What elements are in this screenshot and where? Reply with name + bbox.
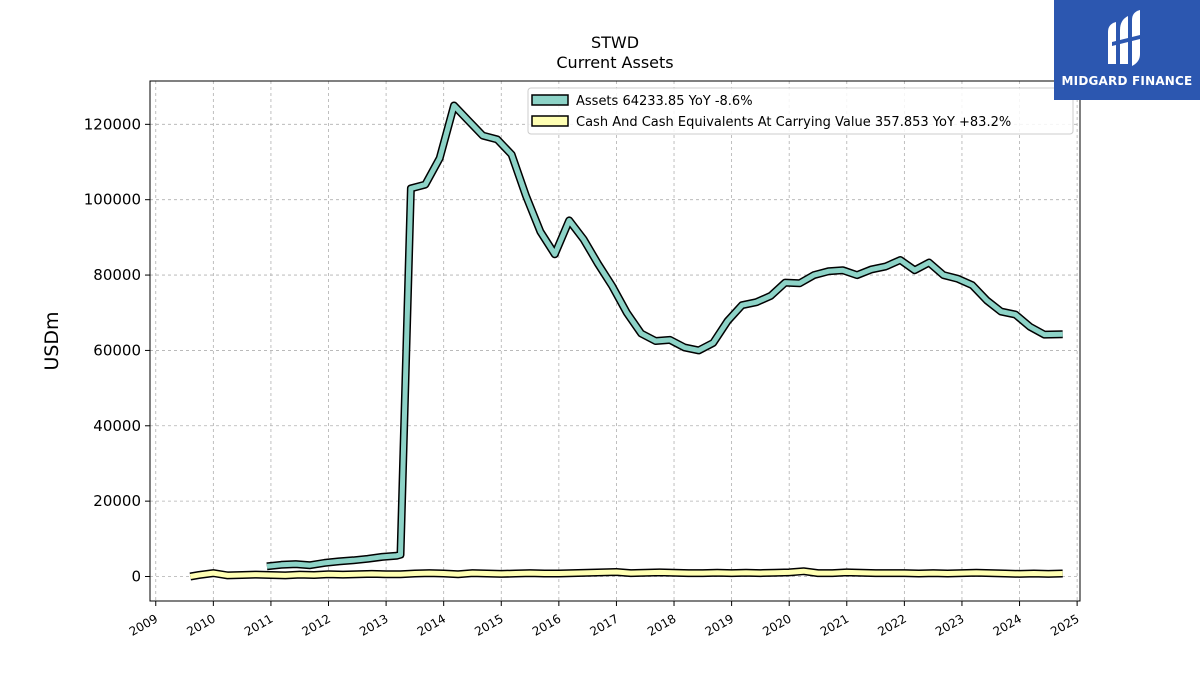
legend-swatch xyxy=(531,115,569,127)
logo-text: MIDGARD FINANCE xyxy=(1061,74,1193,88)
y-tick-label: 100000 xyxy=(84,191,141,209)
y-tick-label: 20000 xyxy=(93,492,141,510)
legend: Assets 64233.85 YoY -8.6% Cash And Cash E… xyxy=(527,87,1074,135)
series-1-line xyxy=(189,568,1063,579)
axis-ticks: 2009 2010 2011 2012 2013 2014 2015 2016 2017 2018… xyxy=(84,115,1082,639)
x-tick-label: 2017 xyxy=(587,611,620,638)
x-tick-label: 2011 xyxy=(242,611,275,638)
x-tick-label: 2024 xyxy=(991,611,1024,638)
y-tick-label: 60000 xyxy=(93,341,141,359)
grid xyxy=(150,81,1080,601)
y-tick-label: 80000 xyxy=(93,266,141,284)
legend-label: Cash And Cash Equivalents At Carrying Va… xyxy=(576,115,1011,130)
x-tick-label: 2009 xyxy=(127,611,160,638)
series-layer xyxy=(189,101,1063,581)
x-tick-label: 2019 xyxy=(703,611,736,638)
y-axis-label: USDm xyxy=(41,311,63,370)
x-tick-label: 2013 xyxy=(357,611,390,638)
x-tick-label: 2025 xyxy=(1048,611,1081,638)
x-tick-label: 2014 xyxy=(415,611,448,638)
x-tick-label: 2016 xyxy=(530,611,563,638)
y-tick-label: 0 xyxy=(131,568,141,586)
x-tick-label: 2012 xyxy=(300,611,333,638)
x-tick-label: 2020 xyxy=(760,611,793,638)
chart-title: STWD xyxy=(591,33,639,52)
series-0-line xyxy=(266,103,1063,569)
x-tick-label: 2023 xyxy=(933,611,966,638)
y-tick-label: 120000 xyxy=(84,115,141,133)
y-tick-label: 40000 xyxy=(93,417,141,435)
x-tick-label: 2021 xyxy=(818,611,851,638)
midgard-finance-logo: MIDGARD FINANCE xyxy=(1054,0,1200,100)
plot-frame xyxy=(149,80,1081,602)
x-tick-label: 2010 xyxy=(184,611,217,638)
midgard-logo-icon xyxy=(1108,10,1144,66)
x-tick-label: 2018 xyxy=(645,611,678,638)
x-tick-label: 2022 xyxy=(875,611,908,638)
legend-swatch xyxy=(531,94,569,106)
legend-box xyxy=(527,87,1074,135)
x-tick-label: 2015 xyxy=(472,611,505,638)
chart-subtitle: Current Assets xyxy=(556,53,673,72)
legend-label: Assets 64233.85 YoY -8.6% xyxy=(576,94,753,109)
